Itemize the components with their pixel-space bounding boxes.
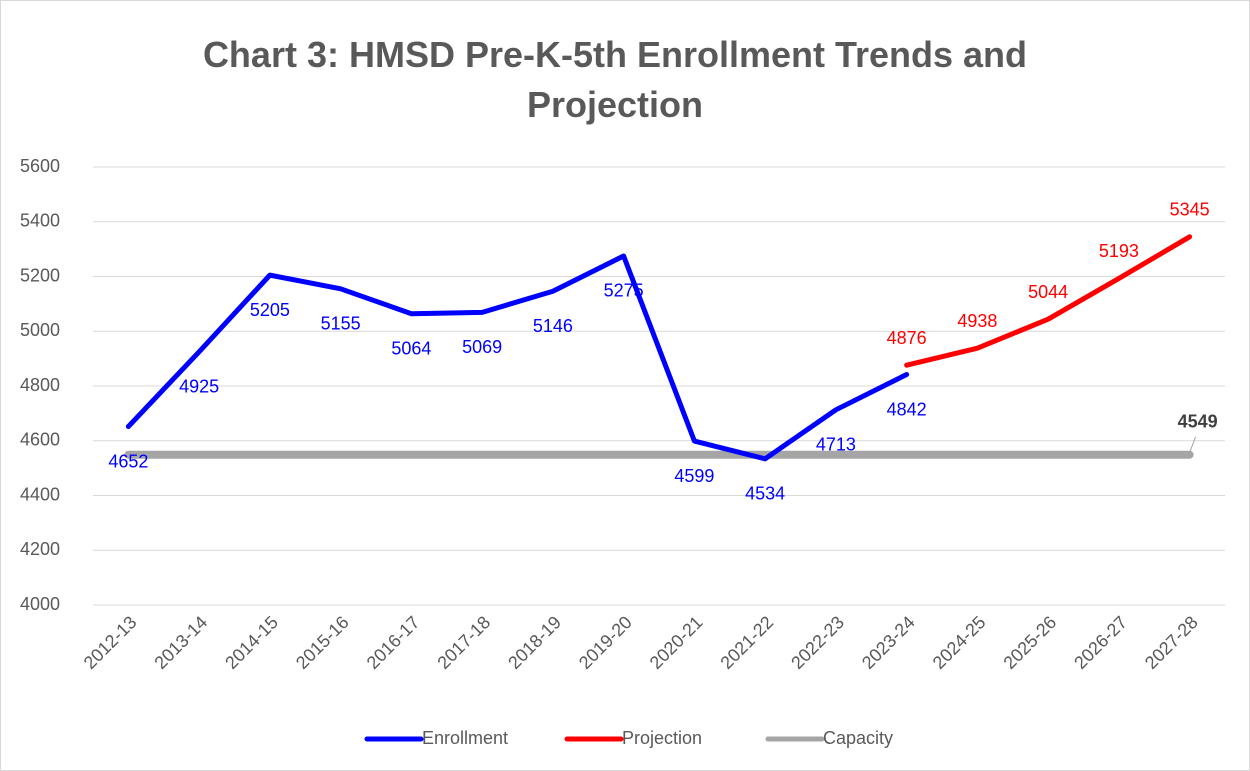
- data-label: 4938: [957, 311, 997, 331]
- data-label: 4652: [108, 451, 148, 471]
- data-label: 5064: [391, 338, 431, 358]
- data-label: 5044: [1028, 282, 1068, 302]
- data-label: 5069: [462, 337, 502, 357]
- data-label: 5193: [1099, 241, 1139, 261]
- data-label: 4713: [816, 435, 856, 455]
- y-tick-label: 5400: [20, 211, 60, 231]
- data-label: 4842: [887, 399, 927, 419]
- data-label: 4599: [674, 466, 714, 486]
- data-label: 4534: [745, 484, 785, 504]
- y-tick-label: 5200: [20, 265, 60, 285]
- y-tick-label: 4000: [20, 594, 60, 614]
- chart-title: Chart 3: HMSD Pre-K-5th Enrollment Trend…: [202, 34, 1028, 125]
- data-label: 5146: [533, 316, 573, 336]
- legend-label: Capacity: [823, 728, 893, 748]
- legend-label: Projection: [622, 728, 702, 748]
- data-label: 5345: [1170, 200, 1210, 220]
- legend-label: Enrollment: [422, 728, 508, 748]
- data-label: 4925: [179, 377, 219, 397]
- series-line: [904, 234, 1193, 368]
- y-tick-label: 5000: [20, 320, 60, 340]
- series-line: [125, 253, 910, 462]
- data-label: 5205: [250, 300, 290, 320]
- y-tick-label: 4600: [20, 430, 60, 450]
- y-tick-label: 5600: [20, 156, 60, 176]
- data-label: 5155: [321, 314, 361, 334]
- y-tick-label: 4400: [20, 484, 60, 504]
- y-tick-label: 4200: [20, 539, 60, 559]
- data-label: 4876: [887, 328, 927, 348]
- leader-line: [1189, 436, 1197, 453]
- data-label: 5275: [604, 281, 644, 301]
- data-label: 4549: [1178, 411, 1218, 431]
- y-tick-label: 4800: [20, 375, 60, 395]
